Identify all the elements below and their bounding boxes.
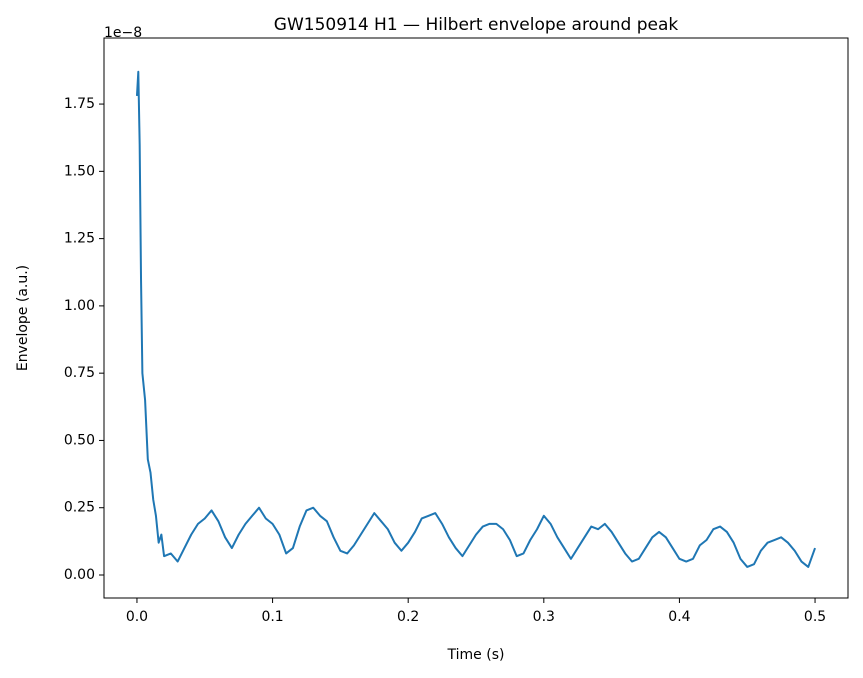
chart-title: GW150914 H1 — Hilbert envelope around pe…	[274, 15, 679, 35]
y-axis-label: Envelope (a.u.)	[15, 265, 31, 371]
y-tick-label: 0.50	[64, 432, 95, 448]
y-tick-label: 1.25	[64, 231, 95, 247]
x-tick-label: 0.3	[533, 609, 555, 625]
x-tick-label: 0.1	[261, 609, 283, 625]
x-tick-label: 0.5	[804, 609, 826, 625]
y-offset-label: 1e−8	[104, 25, 142, 41]
x-tick-label: 0.0	[126, 609, 148, 625]
x-tick-label: 0.2	[397, 609, 419, 625]
y-tick-label: 0.75	[64, 365, 95, 381]
y-tick-label: 1.00	[64, 298, 95, 314]
y-tick-label: 1.75	[64, 96, 95, 112]
data-line	[135, 70, 816, 568]
plot-frame	[103, 37, 849, 599]
x-axis-label: Time (s)	[447, 647, 505, 663]
y-tick-label: 0.25	[64, 500, 95, 516]
y-tick-label: 0.00	[64, 567, 95, 583]
x-tick-label: 0.4	[668, 609, 690, 625]
y-tick-label: 1.50	[64, 163, 95, 179]
